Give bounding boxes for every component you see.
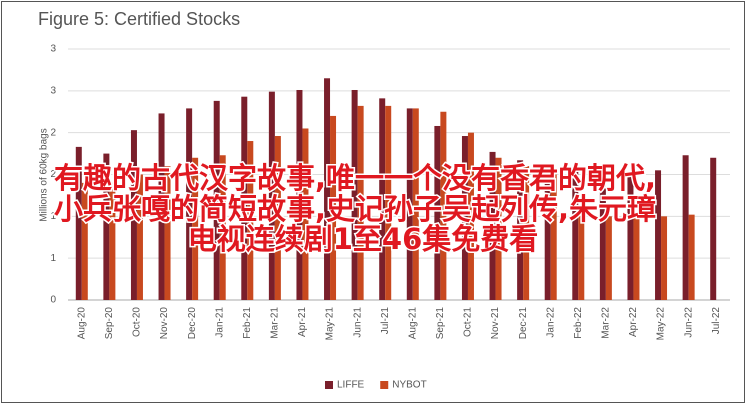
x-tick-label: Sep-21 bbox=[435, 307, 446, 340]
x-tick-label: Nov-21 bbox=[490, 307, 501, 340]
bar bbox=[517, 160, 524, 300]
x-tick-label: Feb-21 bbox=[242, 307, 253, 339]
x-tick-label: Dec-21 bbox=[518, 307, 529, 340]
x-tick-label: Jun-22 bbox=[683, 307, 694, 338]
x-tick-label: Sep-20 bbox=[104, 307, 115, 340]
bar bbox=[523, 166, 530, 300]
bar bbox=[213, 100, 220, 300]
y-tick-label: 0 bbox=[50, 295, 56, 306]
bar bbox=[274, 136, 281, 300]
x-tick-label: Nov-20 bbox=[159, 307, 170, 340]
bar bbox=[186, 108, 193, 300]
bar bbox=[578, 211, 585, 300]
x-tick-label: Apr-22 bbox=[628, 307, 639, 337]
bar bbox=[296, 89, 303, 300]
bar bbox=[324, 78, 331, 301]
bar bbox=[268, 91, 275, 300]
y-axis-label: Millions of 60kg bags bbox=[39, 128, 50, 221]
x-tick-label: May-21 bbox=[325, 307, 336, 341]
bar bbox=[81, 182, 88, 300]
x-tick-label: Mar-21 bbox=[270, 307, 281, 339]
bar bbox=[357, 105, 364, 300]
bar bbox=[544, 167, 551, 300]
bar bbox=[379, 98, 386, 300]
bar bbox=[661, 216, 668, 300]
bar bbox=[130, 130, 137, 300]
bar bbox=[241, 96, 248, 300]
x-tick-label: Mar-22 bbox=[601, 307, 612, 339]
x-tick-label: Aug-21 bbox=[407, 307, 418, 340]
legend-swatch bbox=[380, 381, 389, 389]
x-tick-label: Jun-21 bbox=[352, 307, 363, 338]
bar bbox=[164, 166, 171, 300]
y-tick-label: 1 bbox=[50, 253, 56, 264]
bar bbox=[627, 176, 634, 300]
x-tick-label: Oct-21 bbox=[463, 307, 474, 337]
bar bbox=[461, 136, 468, 300]
bar bbox=[412, 108, 419, 300]
overlay-text: 电视连续剧1至46集免费看 bbox=[188, 222, 539, 256]
bar bbox=[495, 157, 502, 300]
bar bbox=[605, 216, 612, 300]
y-tick-label: 3 bbox=[50, 85, 56, 96]
bar bbox=[633, 216, 640, 300]
bar bbox=[550, 174, 557, 300]
x-tick-label: Feb-22 bbox=[573, 307, 584, 339]
y-tick-label: 3 bbox=[50, 44, 56, 55]
x-tick-label: Apr-21 bbox=[297, 307, 308, 337]
bar bbox=[330, 115, 337, 300]
x-tick-label: Oct-20 bbox=[132, 307, 143, 337]
y-tick-label: 1 bbox=[50, 211, 56, 222]
bar bbox=[75, 146, 82, 300]
bar bbox=[302, 128, 309, 300]
bar bbox=[351, 89, 358, 300]
x-tick-label: Jul-21 bbox=[380, 307, 391, 335]
bar bbox=[247, 141, 254, 300]
bar bbox=[192, 157, 199, 300]
bar bbox=[158, 113, 165, 300]
bar bbox=[103, 153, 110, 300]
chart-title: Figure 5: Certified Stocks bbox=[38, 9, 240, 29]
x-tick-label: Jan-22 bbox=[545, 307, 556, 338]
bar bbox=[434, 125, 441, 301]
overlay-text: 有趣的古代汉字故事,唯一一个没有香君的朝代, bbox=[54, 161, 656, 195]
bar bbox=[385, 105, 392, 300]
legend-label: NYBOT bbox=[392, 380, 426, 391]
bar bbox=[467, 132, 474, 300]
bar bbox=[688, 214, 695, 300]
bar bbox=[489, 151, 496, 300]
y-tick-label: 2 bbox=[50, 169, 56, 180]
bar bbox=[406, 108, 413, 300]
bar bbox=[109, 182, 116, 300]
x-tick-label: Dec-20 bbox=[187, 307, 198, 340]
bar bbox=[572, 171, 579, 300]
overlay-text: 小兵张嘎的简短故事,史记孙子吴起列传,朱元璋 bbox=[54, 192, 656, 226]
x-tick-label: Aug-20 bbox=[76, 307, 87, 340]
legend-swatch bbox=[325, 381, 333, 389]
bar bbox=[599, 175, 606, 300]
bar bbox=[440, 111, 447, 300]
bar bbox=[682, 155, 689, 300]
legend-label: LIFFE bbox=[337, 380, 365, 391]
x-tick-label: May-22 bbox=[656, 307, 667, 341]
x-tick-label: Jul-22 bbox=[711, 307, 722, 335]
bar bbox=[219, 155, 226, 300]
x-tick-label: Jan-21 bbox=[214, 307, 225, 338]
bar bbox=[136, 174, 143, 300]
bar bbox=[655, 170, 662, 300]
bar bbox=[710, 157, 717, 300]
y-tick-label: 2 bbox=[50, 127, 56, 138]
